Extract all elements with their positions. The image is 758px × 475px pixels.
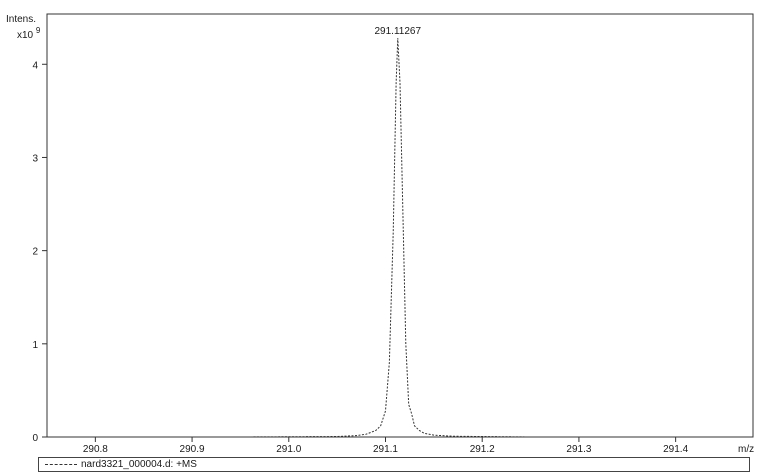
x-tick-label: 290.8 xyxy=(83,444,108,455)
y-axis-ticks: 0 1 2 3 4 xyxy=(32,60,47,444)
x-axis-unit: m/z xyxy=(738,444,754,455)
x-tick-label: 291.1 xyxy=(373,444,398,455)
y-tick-label: 2 xyxy=(32,247,38,258)
x-tick-label: 291.0 xyxy=(276,444,301,455)
legend: nard3321_000004.d: +MS xyxy=(38,457,750,472)
y-tick-label: 4 xyxy=(32,60,38,71)
plot-frame xyxy=(46,13,754,438)
x-tick-label: 291.2 xyxy=(470,444,495,455)
x-axis-ticks: 290.8 290.9 291.0 291.1 291.2 291.3 291.4 xyxy=(83,437,689,455)
x-tick-label: 290.9 xyxy=(180,444,205,455)
x-tick-label: 291.4 xyxy=(663,444,688,455)
y-tick-label: 0 xyxy=(32,433,38,444)
y-tick-label: 3 xyxy=(32,153,38,164)
legend-entry: nard3321_000004.d: +MS xyxy=(81,459,197,470)
y-axis-title: Intens. xyxy=(6,14,36,25)
spectrum-series-line xyxy=(47,38,753,438)
y-axis-scale-exponent: 9 xyxy=(36,26,41,35)
y-tick-label: 1 xyxy=(32,340,38,351)
legend-dashed-line-swatch xyxy=(45,464,77,465)
y-axis-scale-base: x10 xyxy=(17,30,34,41)
peak-label: 291.11267 xyxy=(375,26,422,37)
x-tick-label: 291.3 xyxy=(566,444,591,455)
y-axis-scale: x10 9 xyxy=(17,26,41,41)
